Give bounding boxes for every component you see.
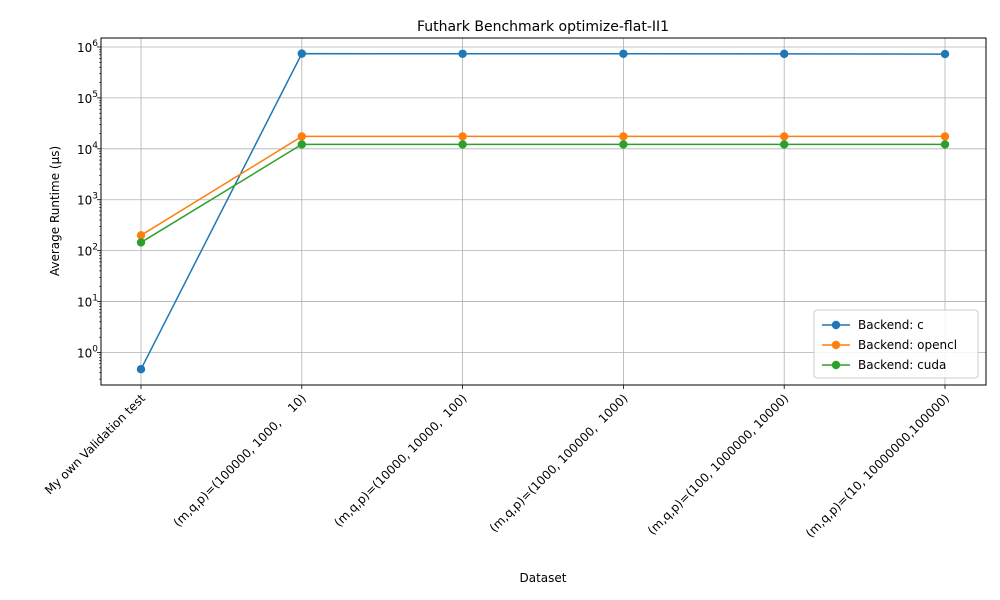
data-point [297, 132, 306, 141]
data-point [619, 132, 628, 141]
data-point [780, 132, 789, 141]
data-point [940, 132, 950, 141]
data-point [136, 238, 146, 247]
y-tick-mantissa: 10 [77, 92, 92, 106]
y-tick-label: 100 [77, 344, 98, 360]
data-point [619, 140, 628, 149]
legend-marker [831, 340, 841, 350]
data-point [940, 140, 950, 149]
data-point [458, 49, 467, 58]
data-point [780, 140, 789, 149]
chart-title: Futhark Benchmark optimize-flat-II1 [417, 19, 669, 35]
legend-label: Backend: opencl [858, 338, 957, 352]
legend: Backend: c Backend: opencl Backend: cuda [813, 309, 979, 379]
y-tick-mantissa: 10 [77, 41, 92, 55]
series-line-0 [140, 52, 946, 370]
y-tick-mantissa: 10 [77, 194, 92, 208]
y-tick-mantissa: 10 [77, 296, 92, 310]
y-tick-label: 102 [77, 243, 98, 259]
data-point [780, 49, 789, 59]
y-tick-label: 105 [77, 90, 98, 106]
legend-label: Backend: c [858, 318, 924, 332]
y-tick-mantissa: 10 [77, 245, 92, 259]
data-point [136, 364, 146, 374]
legend-label: Backend: cuda [858, 358, 946, 372]
y-tick-label: 101 [77, 294, 98, 310]
y-axis-label: Average Runtime (μs) [48, 146, 62, 276]
legend-marker [831, 360, 841, 370]
y-tick-exponent: 1 [92, 294, 98, 304]
y-tick-exponent: 2 [92, 243, 98, 253]
y-tick-exponent: 0 [92, 344, 98, 354]
y-tick-label: 106 [77, 39, 98, 55]
gridlines [101, 38, 986, 385]
series-line-1 [140, 135, 945, 236]
data-point [458, 140, 467, 149]
data-point [458, 132, 467, 141]
plot-frame [100, 37, 987, 386]
data-point [136, 231, 146, 240]
y-tick-exponent: 5 [92, 90, 98, 100]
series-line-2 [140, 143, 945, 244]
data-point [297, 49, 306, 58]
y-tick-label: 103 [77, 192, 98, 208]
legend-box [813, 309, 979, 379]
data-point [297, 140, 306, 149]
x-axis-label: Dataset [520, 571, 567, 585]
data-point [940, 49, 950, 59]
y-tick-mantissa: 10 [77, 346, 92, 360]
y-tick-exponent: 4 [92, 141, 98, 151]
y-tick-label: 104 [77, 141, 98, 157]
data-point [619, 49, 628, 58]
y-tick-mantissa: 10 [77, 143, 92, 157]
legend-marker [831, 320, 841, 330]
y-tick-exponent: 6 [92, 39, 98, 49]
series-layer [136, 49, 950, 374]
y-tick-exponent: 3 [92, 192, 98, 202]
